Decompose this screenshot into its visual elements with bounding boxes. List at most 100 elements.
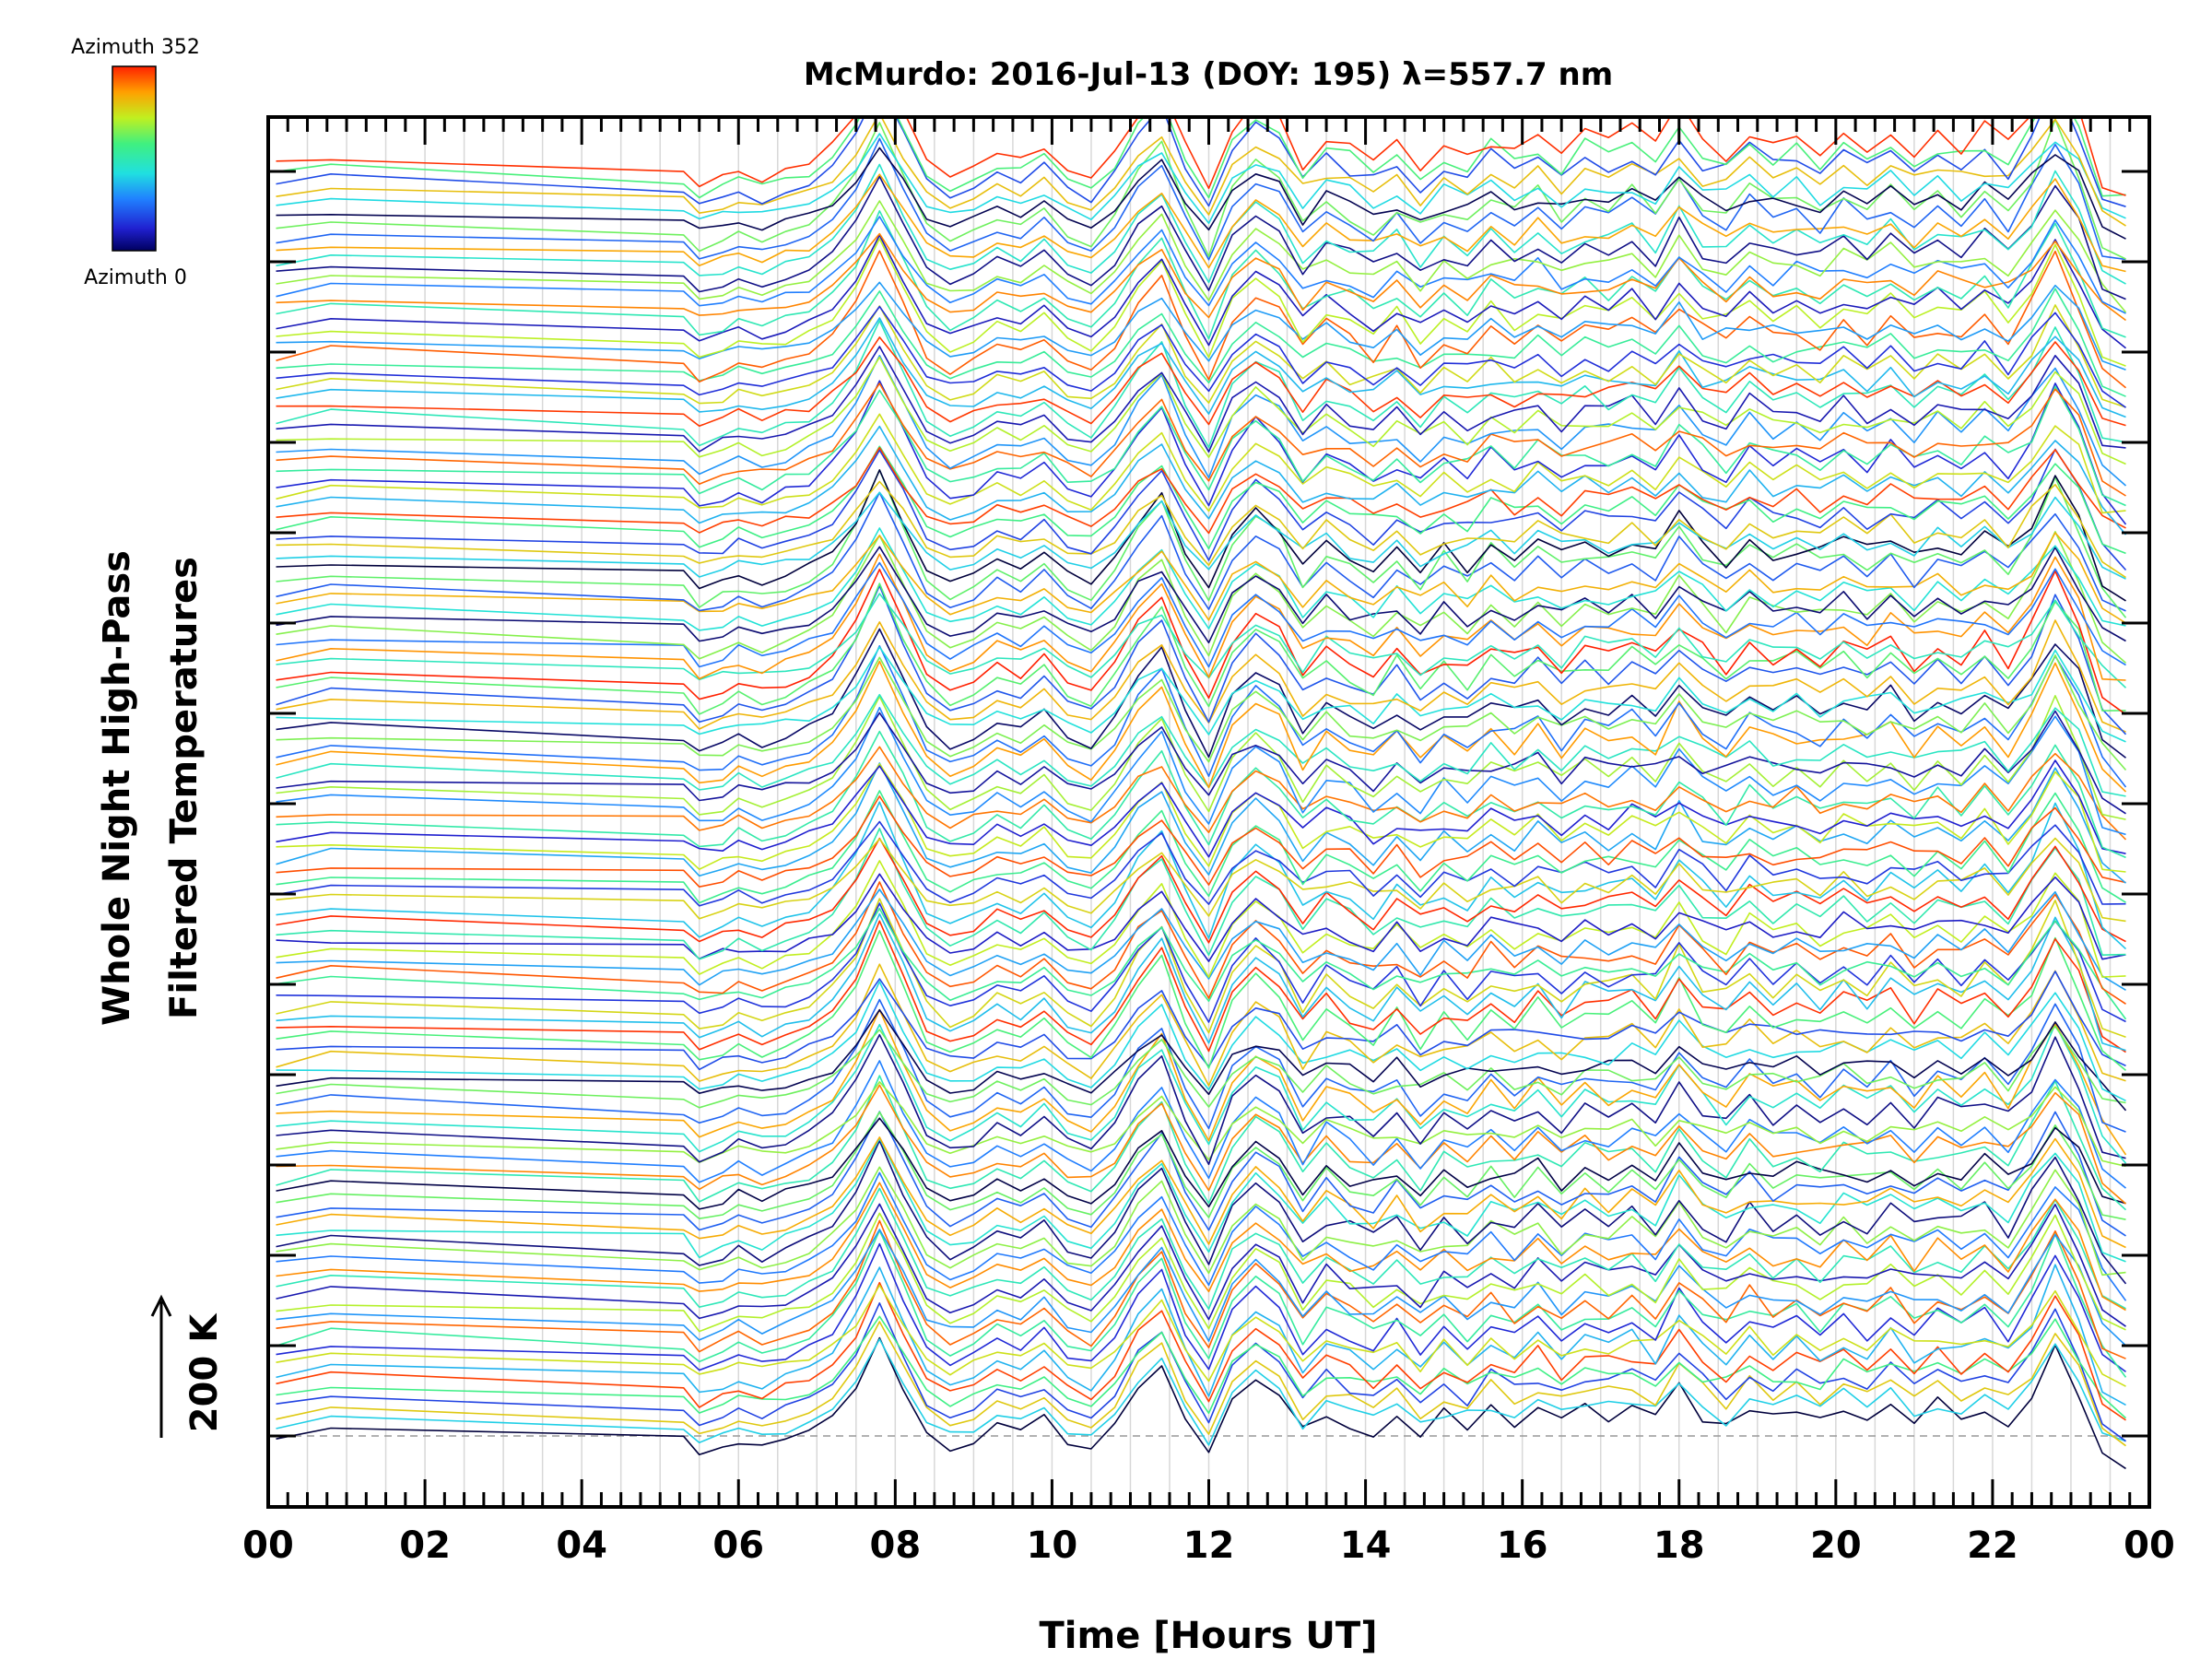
series-line	[276, 118, 2126, 260]
series-line	[276, 1321, 2126, 1447]
series-line	[276, 117, 2126, 207]
series-line	[276, 1008, 2127, 1112]
series-line	[276, 1033, 2126, 1166]
series-line	[276, 425, 2127, 535]
x-axis-label: Time [Hours UT]	[1040, 1615, 1378, 1657]
series-line	[276, 527, 2126, 631]
series-line	[276, 1338, 2126, 1446]
series-line	[276, 912, 2126, 1052]
series-line	[276, 593, 2127, 688]
series-line	[276, 491, 2126, 580]
series-line	[276, 1212, 2126, 1333]
series-line	[276, 1187, 2126, 1311]
series-line	[276, 828, 2126, 960]
series-line	[276, 998, 2126, 1133]
series-line	[276, 660, 2127, 793]
x-tick-label: 12	[1183, 1524, 1235, 1567]
series-line	[276, 448, 2127, 571]
series-line	[276, 216, 2126, 314]
x-tick-label: 00	[242, 1524, 294, 1567]
x-tick-label: 10	[1027, 1524, 1078, 1567]
series-line	[276, 1242, 2126, 1373]
series-line	[276, 469, 2126, 602]
series-line	[276, 336, 2126, 428]
series-line	[276, 173, 2126, 273]
series-line	[276, 1281, 2126, 1421]
series-line	[276, 582, 2126, 715]
series-line	[276, 837, 2126, 944]
x-tick-label: 08	[869, 1524, 921, 1567]
series-line	[276, 568, 2126, 715]
scale-bar-label: 200 K	[183, 1312, 226, 1432]
series-line	[276, 759, 2126, 858]
series-line	[276, 238, 2126, 367]
series-line	[276, 1111, 2126, 1220]
series-line	[276, 382, 2126, 497]
series-line	[276, 163, 2126, 285]
series-line	[276, 1136, 2126, 1249]
series-line	[276, 1111, 2126, 1237]
series-line	[276, 531, 2127, 664]
series-line	[276, 1171, 2127, 1301]
series-line	[276, 117, 2126, 199]
series-line	[276, 1229, 2127, 1347]
series-line	[276, 1203, 2126, 1327]
series-line	[276, 446, 2126, 535]
series-line	[276, 117, 2126, 227]
series-line	[276, 385, 2126, 507]
series-line	[276, 1139, 2127, 1285]
series-line	[276, 888, 2126, 991]
series-line	[276, 1166, 2126, 1277]
series-line	[276, 795, 2126, 888]
series-line	[276, 654, 2127, 771]
series-line	[276, 561, 2126, 668]
series-line	[276, 137, 2126, 261]
series-line	[276, 491, 2126, 612]
series-line	[276, 730, 2126, 859]
series-line	[276, 981, 2126, 1102]
series-line	[276, 619, 2126, 733]
series-line	[276, 963, 2126, 1087]
series-line	[276, 1302, 2126, 1442]
series-line	[276, 860, 2126, 978]
series-line	[276, 546, 2126, 644]
series-line	[276, 746, 2127, 841]
colorbar-bottom-label: Azimuth 0	[84, 266, 187, 289]
series-line	[276, 710, 2126, 815]
scale-bar-arrow-head	[150, 1294, 172, 1317]
series-line	[276, 1060, 2127, 1189]
series-line	[276, 1219, 2126, 1359]
series-line	[276, 234, 2127, 349]
series-line	[276, 837, 2126, 923]
series-line	[276, 356, 2126, 465]
colorbar-top-label: Azimuth 352	[71, 36, 200, 59]
series-line	[276, 790, 2126, 904]
series-line	[276, 250, 2127, 389]
series-line	[276, 907, 2127, 1020]
series-line	[276, 971, 2126, 1071]
series-line	[276, 1081, 2126, 1168]
series-line	[276, 801, 2127, 950]
series-line	[276, 281, 2126, 371]
x-tick-label: 18	[1653, 1524, 1705, 1567]
y-axis-label-line2: Filtered Temperatures	[163, 557, 206, 1019]
series-line	[276, 346, 2126, 453]
series-line	[276, 532, 2126, 624]
series-line	[276, 1284, 2126, 1387]
series-line	[276, 920, 2126, 1053]
series-line	[276, 873, 2126, 962]
colorbar	[112, 65, 157, 252]
series-line	[276, 553, 2126, 681]
series-line	[276, 200, 2127, 313]
chart-title: McMurdo: 2016-Jul-13 (DOY: 195) λ=557.7 …	[804, 56, 1613, 93]
axis-ticks	[266, 117, 2151, 1507]
series-line	[276, 1023, 2127, 1164]
x-tick-label: 20	[1810, 1524, 1862, 1567]
series-line	[276, 762, 2126, 873]
series-line	[276, 1264, 2126, 1406]
x-tick-label: 16	[1497, 1524, 1548, 1567]
series-line	[276, 133, 2126, 224]
y-axis-label-line1: Whole Night High-Pass	[96, 550, 138, 1026]
x-tick-label: 00	[2124, 1524, 2175, 1567]
